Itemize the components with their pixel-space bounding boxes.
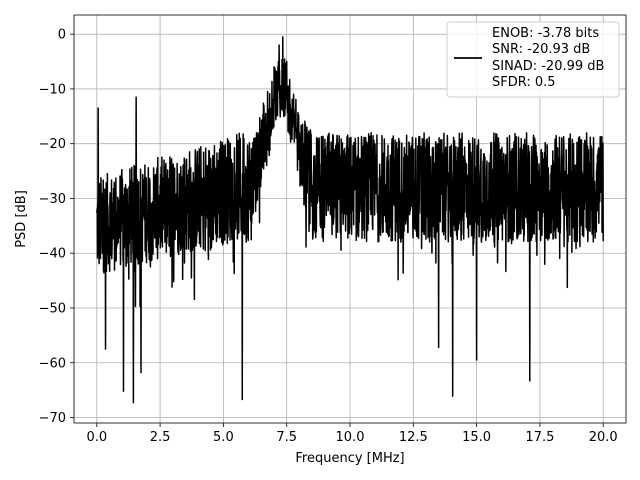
y-tick-label: −60 bbox=[39, 356, 66, 371]
y-tick-label: −10 bbox=[39, 82, 66, 97]
legend-line-enob: ENOB: -3.78 bits bbox=[492, 26, 599, 41]
y-tick-label: −20 bbox=[39, 137, 66, 152]
series-layer bbox=[96, 36, 604, 404]
legend: ENOB: -3.78 bits SNR: -20.93 dB SINAD: -… bbox=[446, 21, 620, 98]
y-tick-label: 0 bbox=[58, 28, 66, 43]
x-axis-ticks: 0.0 2.5 5.0 7.5 10.0 12.5 15.0 17.5 20.0 bbox=[86, 423, 618, 445]
y-axis-ticks: 0 −10 −20 −30 −40 −50 −60 −70 bbox=[39, 28, 74, 426]
x-tick-label: 15.0 bbox=[462, 430, 491, 445]
legend-line-sinad: SINAD: -20.99 dB bbox=[492, 59, 604, 74]
x-tick-label: 12.5 bbox=[399, 430, 428, 445]
legend-box bbox=[446, 21, 620, 98]
y-tick-label: −70 bbox=[39, 411, 66, 426]
x-tick-label: 7.5 bbox=[276, 430, 297, 445]
y-tick-label: −50 bbox=[39, 301, 66, 316]
x-tick-label: 5.0 bbox=[213, 430, 234, 445]
y-tick-label: −30 bbox=[39, 192, 66, 207]
x-tick-label: 17.5 bbox=[525, 430, 554, 445]
x-tick-label: 0.0 bbox=[86, 430, 107, 445]
y-axis-label: PSD [dB] bbox=[14, 190, 29, 248]
x-tick-label: 10.0 bbox=[336, 430, 365, 445]
psd-series-line bbox=[96, 36, 604, 404]
x-tick-label: 2.5 bbox=[150, 430, 171, 445]
legend-line-sfdr: SFDR: 0.5 bbox=[492, 75, 556, 90]
x-axis-label: Frequency [MHz] bbox=[295, 451, 404, 466]
x-tick-label: 20.0 bbox=[589, 430, 618, 445]
legend-line-snr: SNR: -20.93 dB bbox=[492, 42, 590, 57]
y-tick-label: −40 bbox=[39, 247, 66, 262]
